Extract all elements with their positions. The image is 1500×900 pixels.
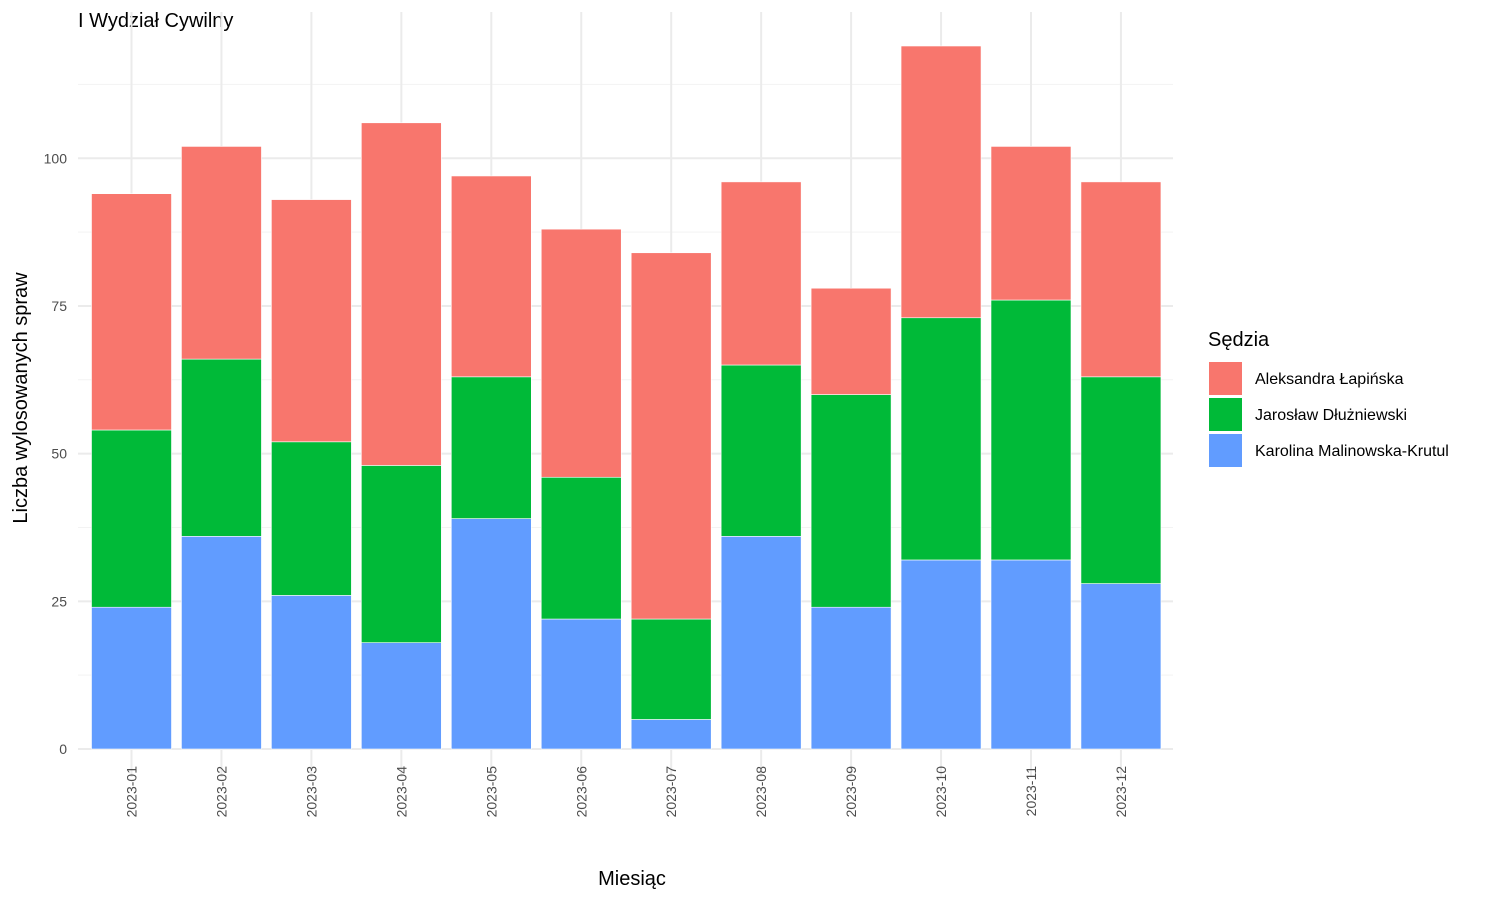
y-tick-label: 25 — [51, 593, 67, 609]
bar-segment — [540, 618, 622, 750]
x-tick-label: 2023-06 — [573, 766, 589, 818]
legend-swatch — [1209, 434, 1242, 467]
bar-segment — [720, 536, 802, 750]
bar-segment — [900, 559, 982, 750]
y-axis-ticks: 0 25 50 75 100 — [44, 150, 68, 757]
bar-segment — [181, 536, 262, 750]
bar-segment — [900, 317, 982, 561]
legend-label: Karolina Malinowska-Krutul — [1255, 443, 1449, 460]
bars — [91, 45, 1162, 750]
x-tick-label: 2023-10 — [933, 766, 949, 818]
y-axis-label: Liczba wylosowanych spraw — [10, 272, 32, 524]
x-tick-label: 2023-08 — [753, 766, 769, 818]
bar-segment — [900, 45, 982, 319]
y-tick-label: 100 — [44, 150, 68, 166]
bar-segment — [720, 181, 802, 366]
bar-segment — [91, 193, 172, 431]
bar-segment — [810, 287, 892, 395]
x-tick-label: 2023-07 — [663, 766, 679, 818]
x-tick-label: 2023-02 — [213, 766, 229, 818]
x-tick-label: 2023-09 — [843, 766, 859, 818]
x-tick-label: 2023-12 — [1113, 766, 1129, 818]
bar-segment — [450, 518, 532, 750]
bar-segment — [1080, 583, 1162, 750]
bar-segment — [271, 199, 352, 443]
x-axis-label: Miesiąc — [598, 868, 666, 890]
bar-segment — [1080, 376, 1162, 584]
bar-segment — [450, 175, 532, 378]
x-tick-label: 2023-11 — [1023, 766, 1039, 817]
bar-segment — [540, 476, 622, 620]
bar-segment — [630, 252, 712, 620]
x-tick-label: 2023-05 — [483, 766, 499, 818]
bar-segment — [361, 642, 442, 750]
x-tick-label: 2023-01 — [124, 766, 140, 818]
x-tick-label: 2023-03 — [303, 766, 319, 818]
chart-title: I Wydział Cywilny — [78, 10, 233, 32]
bar-segment — [990, 146, 1072, 301]
y-tick-label: 75 — [51, 298, 67, 314]
legend-label: Aleksandra Łapińska — [1255, 371, 1404, 388]
bar-segment — [810, 394, 892, 608]
bar-segment — [181, 358, 262, 537]
bar-segment — [91, 606, 172, 750]
y-tick-label: 50 — [51, 446, 67, 462]
bar-segment — [810, 606, 892, 750]
bar-segment — [450, 376, 532, 519]
bar-segment — [990, 559, 1072, 750]
bar-segment — [720, 364, 802, 537]
legend-swatch — [1209, 362, 1242, 395]
bar-segment — [271, 595, 352, 750]
x-axis-ticks: 2023-01 2023-02 2023-03 2023-04 2023-05 2023-… — [124, 766, 1129, 818]
bar-segment — [1080, 181, 1162, 378]
legend-title: Sędzia — [1208, 329, 1270, 351]
bar-segment — [361, 465, 442, 643]
legend: Sędzia Aleksandra Łapińska Jarosław Dłużn… — [1208, 329, 1449, 467]
bar-segment — [630, 719, 712, 750]
bar-segment — [361, 122, 442, 466]
bar-segment — [990, 299, 1072, 561]
legend-swatch — [1209, 398, 1242, 431]
legend-label: Jarosław Dłużniewski — [1255, 407, 1407, 424]
x-tick-label: 2023-04 — [393, 766, 409, 818]
bar-segment — [91, 429, 172, 608]
y-tick-label: 0 — [59, 741, 67, 757]
bar-segment — [181, 146, 262, 360]
bar-segment — [630, 618, 712, 720]
bar-segment — [540, 228, 622, 478]
bar-segment — [271, 441, 352, 596]
